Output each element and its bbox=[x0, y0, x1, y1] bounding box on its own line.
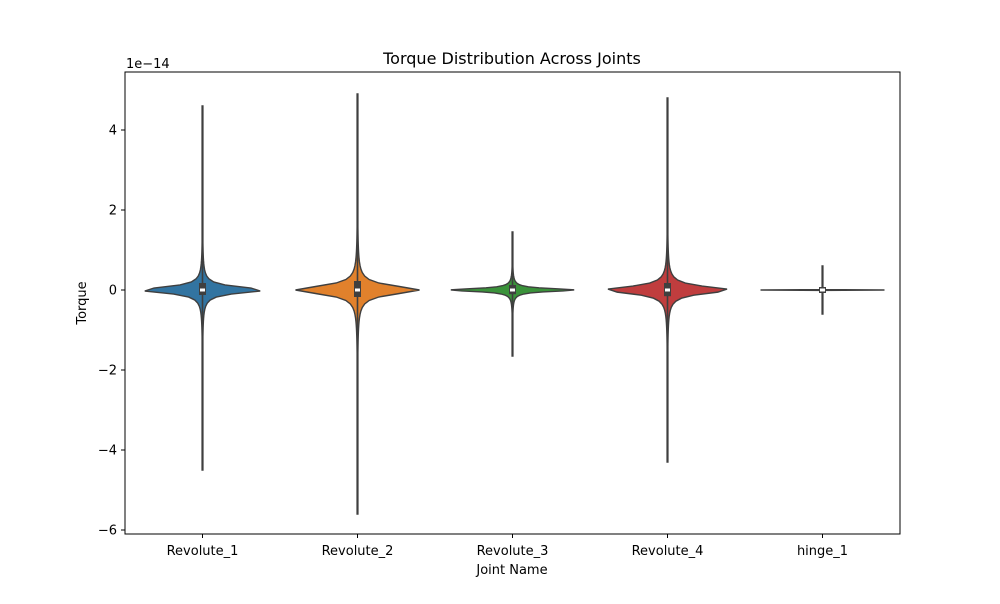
violin-revolute_1 bbox=[144, 105, 261, 471]
x-axis-label: Joint Name bbox=[475, 563, 547, 578]
violin-median bbox=[510, 288, 515, 292]
plot-area bbox=[144, 93, 885, 515]
violin-revolute_4 bbox=[607, 97, 728, 463]
y-offset-label: 1e−14 bbox=[126, 57, 170, 72]
y-tick-label: 4 bbox=[109, 124, 117, 139]
x-tick-label: Revolute_4 bbox=[632, 544, 704, 559]
y-tick-label: 0 bbox=[109, 284, 117, 299]
violin-revolute_2 bbox=[295, 93, 420, 515]
x-tick-label: Revolute_1 bbox=[167, 544, 239, 559]
violin-hinge_1 bbox=[760, 265, 885, 315]
x-tick-label: hinge_1 bbox=[797, 544, 848, 559]
y-tick-label: −6 bbox=[98, 524, 117, 539]
plot-frame bbox=[124, 71, 901, 535]
x-tick-label: Revolute_3 bbox=[477, 544, 549, 559]
x-tick-label: Revolute_2 bbox=[322, 544, 394, 559]
x-axis: Revolute_1 Revolute_2 Revolute_3 Revolute_4… bbox=[167, 534, 848, 559]
violin-median bbox=[820, 288, 825, 292]
violin-median bbox=[665, 288, 670, 292]
y-axis-label: Torque bbox=[75, 281, 90, 325]
y-tick-label: −4 bbox=[98, 444, 117, 459]
y-tick-label: −2 bbox=[98, 364, 117, 379]
y-axis: −6 −4 −2 0 2 4 bbox=[98, 124, 125, 539]
violin-median bbox=[200, 288, 205, 292]
violin-revolute_3 bbox=[450, 231, 575, 357]
violin-median bbox=[355, 288, 360, 292]
y-tick-label: 2 bbox=[109, 204, 117, 219]
chart-title: Torque Distribution Across Joints bbox=[382, 49, 641, 68]
